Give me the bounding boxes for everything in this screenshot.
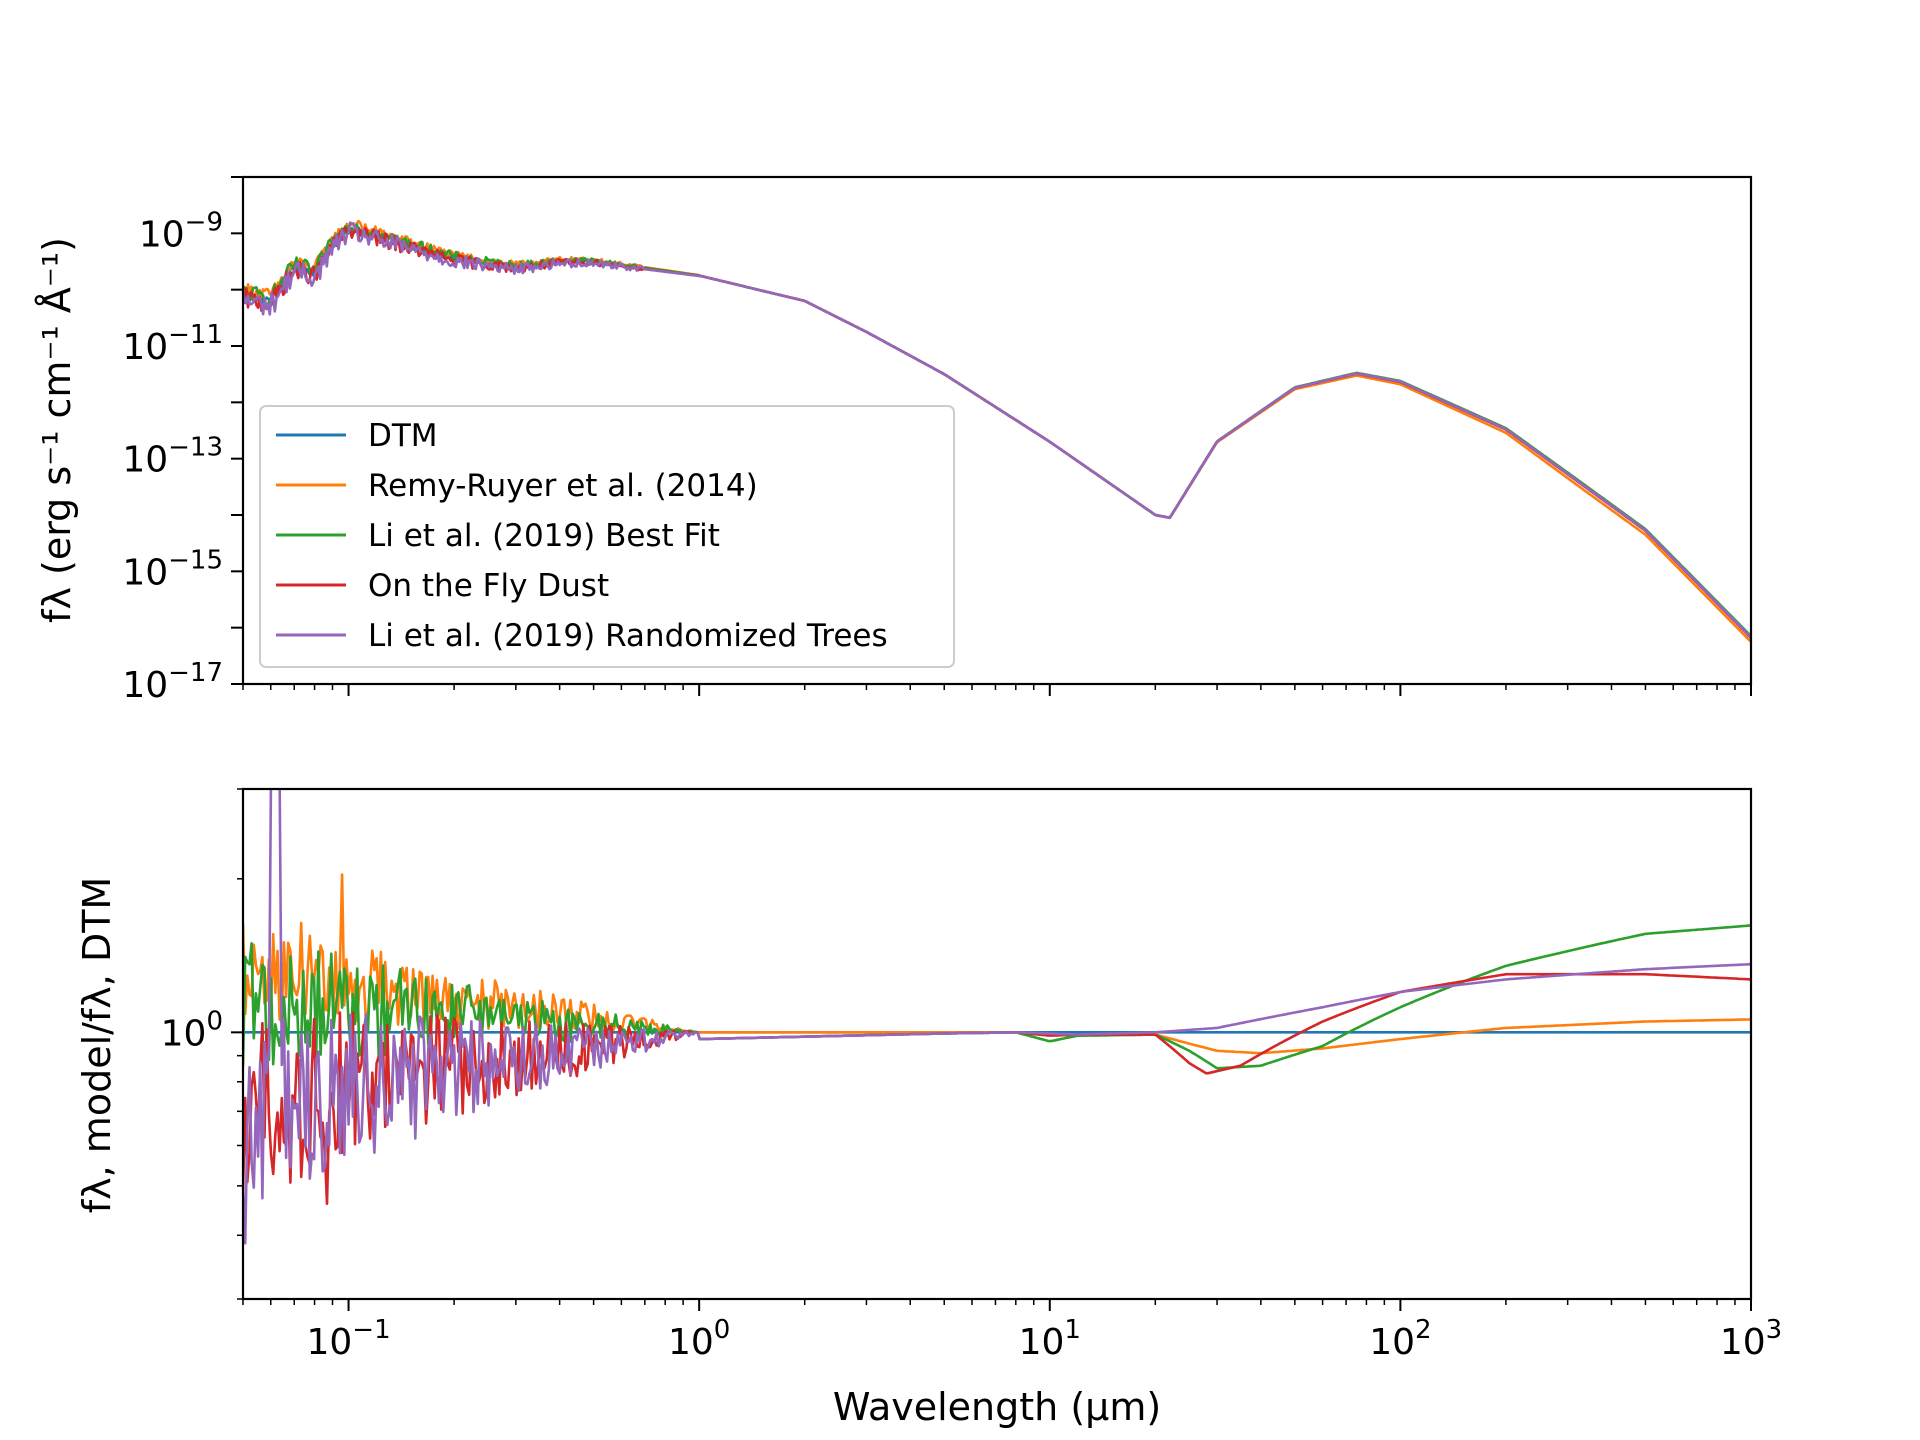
legend-label-remy-ruyer-et-al-2014: Remy-Ruyer et al. (2014)	[368, 468, 758, 504]
top-axes-frame	[241, 175, 1753, 686]
bottom-x-ticks: 10−1 100 101 102 103	[242, 1299, 1782, 1363]
bottom-y-axis-label: fλ, model/fλ, DTM	[75, 877, 119, 1213]
top-panel: 10−9 10−11 10−13 10−15 10−17 fλ (erg s⁻¹ cm⁻…	[35, 175, 1753, 706]
top-y-tick-label: 10−11	[122, 320, 223, 368]
legend-label-dtm: DTM	[368, 418, 438, 454]
bottom-y-tick-label: 100	[161, 1006, 223, 1054]
x-tick-label: 100	[668, 1315, 730, 1363]
top-series-li-et-al-2019-randomized-trees	[243, 221, 1751, 639]
bottom-panel: 100 10−1 100 101 102 103 fλ, model/fλ, DTM	[75, 787, 1782, 1363]
x-tick-label: 10−1	[306, 1315, 390, 1363]
legend-label-li-et-al-2019-randomized-trees: Li et al. (2019) Randomized Trees	[368, 618, 888, 654]
x-tick-label: 103	[1720, 1315, 1782, 1363]
legend-label-li-et-al-2019-best-fit: Li et al. (2019) Best Fit	[368, 518, 720, 554]
x-axis-label: Wavelength (μm)	[833, 1385, 1161, 1429]
top-y-tick-label: 10−13	[122, 433, 223, 481]
legend-label-on-the-fly-dust: On the Fly Dust	[368, 568, 609, 604]
x-tick-label: 102	[1369, 1315, 1431, 1363]
top-y-axis-label: fλ (erg s⁻¹ cm⁻¹ Å⁻¹)	[35, 237, 79, 623]
bottom-series-on-the-fly-dust	[243, 972, 1751, 1206]
legend: DTM Remy-Ruyer et al. (2014) Li et al. (20…	[259, 405, 955, 668]
top-y-tick-label: 10−17	[122, 658, 223, 706]
top-y-tick-label: 10−9	[139, 207, 223, 255]
bottom-axes-frame	[241, 787, 1753, 1301]
bottom-series-li-et-al-2019-randomized-trees	[243, 789, 1751, 1245]
bottom-series-remy-ruyer-et-al-2014	[243, 873, 1751, 1055]
top-series-lines	[243, 219, 1751, 643]
bottom-series-lines	[243, 789, 1751, 1245]
top-y-ticks: 10−9 10−11 10−13 10−15 10−17	[122, 176, 243, 706]
top-y-tick-label: 10−15	[122, 545, 223, 593]
legend-frame	[259, 405, 955, 668]
x-tick-label: 101	[1019, 1315, 1081, 1363]
top-x-ticks	[242, 684, 1752, 696]
bottom-y-ticks: 100	[161, 788, 243, 1300]
